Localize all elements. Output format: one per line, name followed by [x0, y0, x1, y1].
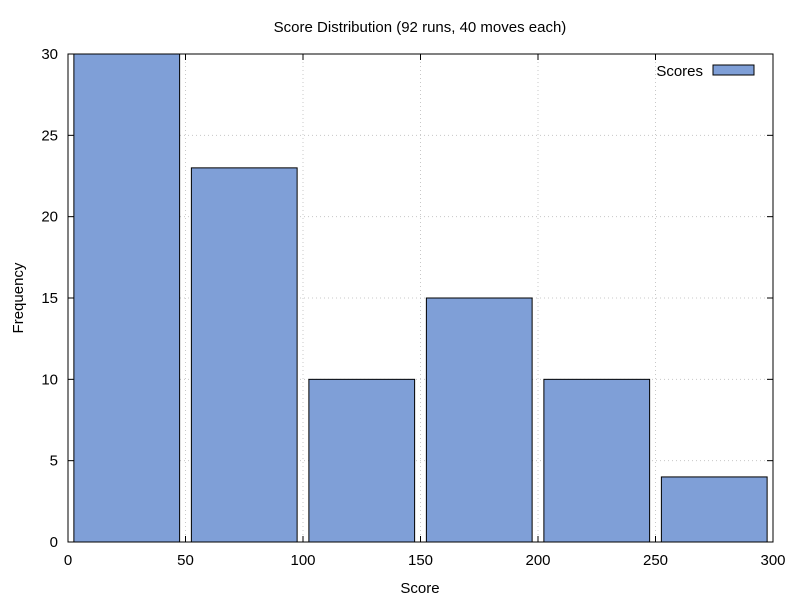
- y-tick-label-1: 5: [50, 453, 58, 470]
- histogram-bar-3: [425, 297, 533, 543]
- y-tick-label-2: 10: [41, 371, 58, 388]
- x-tick-label-0: 0: [64, 552, 72, 569]
- x-tick-label-6: 300: [760, 552, 785, 569]
- x-tick-label-1: 50: [177, 552, 194, 569]
- grid-layer: [68, 54, 773, 542]
- y-tick-label-6: 30: [41, 46, 58, 63]
- y-tick-label-3: 15: [41, 290, 58, 307]
- histogram-bar-2: [308, 378, 416, 543]
- ticks-layer: 0 50 100 150 200 250 300 0 5 10 15 20 25 30: [41, 46, 785, 569]
- histogram-bar-4: [543, 378, 651, 543]
- legend: Scores: [656, 63, 755, 80]
- x-tick-label-2: 100: [290, 552, 315, 569]
- x-tick-label-3: 150: [408, 552, 433, 569]
- y-tick-label-0: 0: [50, 534, 58, 551]
- y-axis-title: Frequency: [10, 262, 27, 333]
- histogram-bar-1: [190, 167, 298, 543]
- chart-title: Score Distribution (92 runs, 40 moves ea…: [274, 19, 567, 36]
- x-tick-label-4: 200: [525, 552, 550, 569]
- y-tick-label-5: 25: [41, 127, 58, 144]
- histogram-bar-0: [73, 53, 181, 543]
- legend-swatch-scores: [712, 64, 755, 76]
- x-axis-title: Score: [400, 580, 439, 597]
- bars-layer: [73, 53, 768, 543]
- x-tick-label-5: 250: [643, 552, 668, 569]
- y-tick-label-4: 20: [41, 209, 58, 226]
- histogram-bar-5: [660, 476, 768, 543]
- legend-label-scores: Scores: [656, 63, 703, 80]
